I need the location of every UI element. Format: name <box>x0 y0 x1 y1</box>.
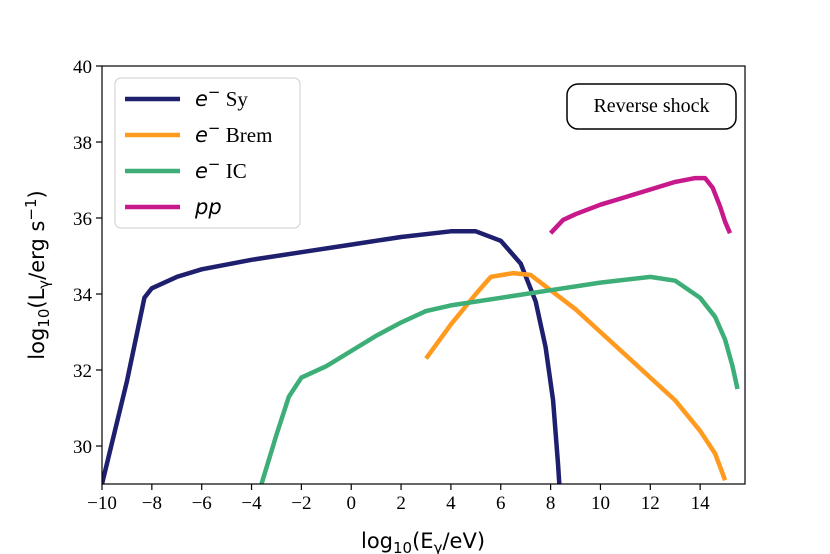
y-tick-label: 34 <box>73 285 93 306</box>
legend-label-2: e− IC <box>195 155 247 183</box>
legend-label-3: pp <box>194 195 222 219</box>
y-tick-label: 38 <box>73 133 92 154</box>
y-axis-title: log10(Lγ/erg s−1) <box>22 190 53 359</box>
series-layer <box>102 175 740 484</box>
annotation-frame <box>566 83 737 130</box>
x-tick-label: 12 <box>641 493 660 514</box>
legend-label-1: e− Brem <box>195 119 272 147</box>
x-axis: −10 −8 −6 −4 −2 0 2 4 6 8 10 12 14 <box>87 484 710 514</box>
x-tick-label: −2 <box>291 493 311 514</box>
x-tick-label: −4 <box>241 493 262 514</box>
annotation-text: Reverse shock <box>593 95 709 117</box>
series-line-0 <box>102 229 562 484</box>
x-tick-label: 14 <box>691 493 711 514</box>
x-tick-label: 2 <box>396 493 406 514</box>
y-tick-label: 32 <box>73 361 92 382</box>
x-tick-label: 4 <box>446 493 456 514</box>
x-tick-label: −8 <box>142 493 162 514</box>
annotation-box: Reverse shock <box>566 83 737 130</box>
series-line-2 <box>259 274 740 484</box>
x-tick-label: 6 <box>496 493 506 514</box>
x-tick-label: 8 <box>546 493 556 514</box>
y-axis: 30 32 34 36 38 40 <box>73 57 102 458</box>
x-tick-label: 10 <box>591 493 610 514</box>
y-tick-label: 40 <box>73 57 92 78</box>
plot-frame <box>101 65 746 485</box>
x-tick-label: −6 <box>192 493 212 514</box>
legend-box <box>114 77 301 229</box>
series-line-3 <box>548 175 733 235</box>
x-tick-label: −10 <box>87 493 117 514</box>
legend-label-0: e− Sy <box>195 83 248 111</box>
y-tick-label: 30 <box>73 437 92 458</box>
x-tick-label: 0 <box>346 493 356 514</box>
legend: e− Sy e− Brem e− IC pp <box>114 77 301 229</box>
series-line-1 <box>424 270 728 481</box>
x-axis-title: log10(Eγ/eV) <box>361 529 485 554</box>
y-tick-label: 36 <box>73 209 92 230</box>
